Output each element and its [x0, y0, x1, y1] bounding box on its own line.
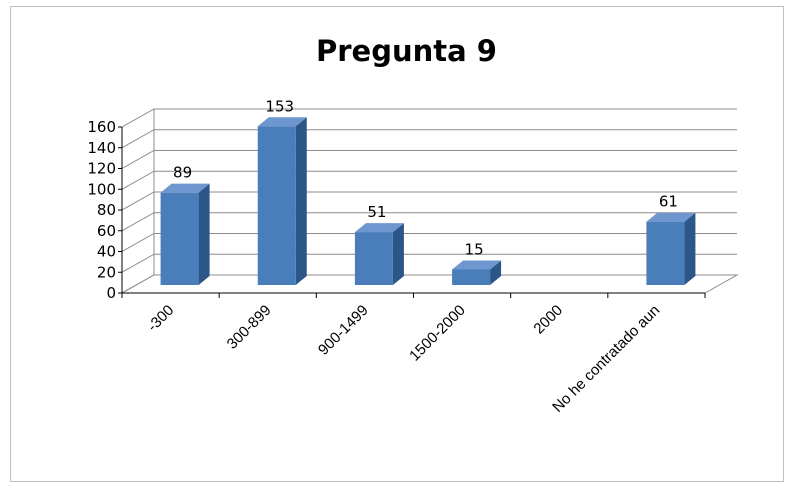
- bar: [646, 221, 685, 285]
- x-tick-label: 300-899: [224, 302, 275, 353]
- data-label: 153: [265, 97, 294, 115]
- x-tick-label: 900-1499: [315, 302, 372, 359]
- y-tick-label: 0: [106, 284, 116, 302]
- chart-floor: [120, 274, 739, 294]
- gridline: [121, 212, 737, 232]
- bar-top: [257, 117, 307, 127]
- bar: [452, 269, 491, 285]
- bar-side: [198, 183, 210, 285]
- x-tick-label: 1500-2000: [406, 302, 469, 365]
- bar-top: [646, 212, 696, 222]
- bar: [160, 192, 199, 285]
- y-tick-label: 20: [97, 263, 116, 281]
- y-tick-label: 100: [87, 180, 116, 198]
- y-tick-label: 160: [87, 118, 116, 136]
- gridline: [121, 170, 737, 190]
- bar-top: [452, 260, 502, 270]
- gridline: [121, 233, 737, 252]
- x-tick-label: -300: [144, 302, 177, 335]
- gridline: [121, 129, 737, 149]
- y-tick-label: 120: [87, 160, 116, 178]
- bar-side: [684, 212, 696, 285]
- x-tick-label: No he contratado aun: [549, 302, 663, 416]
- data-label: 89: [173, 164, 192, 182]
- bar-side: [295, 117, 307, 285]
- bar: [257, 126, 296, 285]
- gridline: [121, 191, 737, 211]
- y-tick-label: 60: [97, 222, 116, 240]
- bar: [354, 232, 393, 285]
- gridline: [121, 274, 737, 294]
- y-tick-label: 140: [87, 139, 116, 157]
- data-label: 61: [659, 193, 678, 211]
- gridline: [121, 253, 737, 273]
- chart-title: Pregunta 9: [316, 34, 497, 68]
- gridline: [121, 108, 737, 128]
- bar-top: [354, 223, 404, 233]
- data-label: 51: [367, 203, 386, 221]
- data-label: 15: [465, 240, 484, 258]
- gridline: [121, 150, 737, 169]
- y-tick-label: 40: [97, 243, 116, 261]
- x-tick-label: 2000: [530, 302, 566, 338]
- bar-top: [160, 183, 210, 193]
- bar-side: [392, 223, 404, 285]
- y-tick-label: 80: [97, 201, 116, 219]
- bar-side: [490, 260, 502, 285]
